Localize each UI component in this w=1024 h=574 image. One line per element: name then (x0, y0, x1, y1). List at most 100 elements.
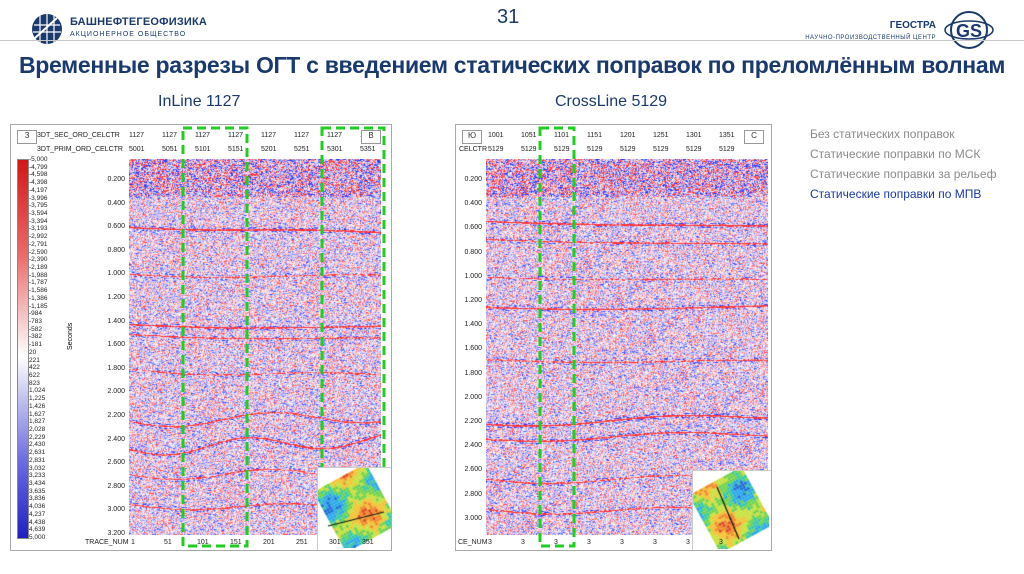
colorbar-value: -2,390 (29, 256, 48, 264)
y-tick-label: 1.400 (464, 321, 482, 329)
header-row2-label: 3DT_PRIM_ORD_CELCTR (37, 146, 123, 153)
location-map-inset[interactable] (317, 467, 391, 550)
company-subtitle-left: АКЦИОНЕРНОЕ ОБЩЕСТВО (70, 31, 187, 38)
header-value: 5129 (587, 146, 603, 153)
y-tick-label: 1.200 (464, 297, 482, 304)
colorbar-value: -2,791 (29, 240, 48, 248)
colorbar-value: -2,992 (29, 233, 48, 241)
company-subtitle-right: НАУЧНО-ПРОИЗВОДСТВЕННЫЙ ЦЕНТР (805, 35, 936, 41)
trace-value: 3 (719, 539, 723, 546)
company-logo-right: ГЕОСТРА НАУЧНО-ПРОИЗВОДСТВЕННЫЙ ЦЕНТР GS (784, 10, 994, 50)
highlight-zone-1 (181, 126, 249, 548)
colorbar-value: -984 (29, 310, 43, 318)
legend-item-no-statics[interactable]: Без статических поправок (810, 127, 955, 141)
trace-value: 251 (296, 539, 308, 546)
colorbar-value: 2,229 (29, 433, 46, 441)
colorbar-value: 2,430 (29, 441, 46, 449)
colorbar-value: -582 (29, 325, 43, 333)
trace-value: 3 (554, 539, 558, 546)
y-tick-label: 1.600 (107, 341, 125, 349)
colorbar-value: -3,594 (29, 210, 48, 217)
y-tick-label: 1.200 (107, 294, 125, 301)
header-row2-label-right: CELCTR (459, 146, 488, 153)
direction-south: Ю (462, 130, 482, 144)
colorbar-value: 4,438 (29, 518, 46, 526)
header-value: 1127 (261, 132, 277, 139)
y-tick-label: 2.400 (464, 442, 482, 450)
colorbar-value: -4,197 (29, 186, 48, 194)
header-value: 5129 (488, 146, 504, 153)
header-value: 5151 (228, 146, 244, 153)
location-map-image-right (693, 471, 769, 549)
trace-value: 3 (653, 539, 657, 546)
slide-title: Временные разрезы ОГТ с введением статич… (18, 52, 1006, 78)
colorbar-value: 1,426 (29, 402, 46, 410)
header-value: 5101 (195, 146, 211, 153)
header-value: 5129 (653, 146, 669, 153)
direction-west: З (17, 130, 37, 144)
colorbar-value: 4,237 (29, 510, 46, 518)
colorbar-value: -4,799 (29, 163, 48, 171)
globe-grid-icon (32, 14, 62, 44)
header-value: 5351 (360, 146, 376, 153)
header-value: 1127 (195, 132, 211, 139)
trace-value: 101 (197, 539, 209, 546)
colorbar-value: -2,189 (29, 264, 48, 271)
colorbar-value: -382 (29, 333, 43, 341)
header-value: 1127 (162, 132, 178, 139)
y-tick-label: 0.600 (107, 223, 125, 231)
colorbar-value: -4,598 (29, 171, 48, 179)
header-value: 5001 (129, 146, 145, 153)
trace-value: 3 (620, 539, 624, 546)
trace-value: 3 (587, 539, 591, 546)
colorbar-value: 4,036 (29, 503, 46, 511)
colorbar-value: 1,225 (29, 395, 46, 403)
colorbar-value: 3,434 (29, 480, 46, 487)
header-value: 1101 (554, 132, 570, 139)
header-value: 5129 (554, 146, 570, 153)
colorbar-value: -4,398 (29, 179, 48, 187)
colorbar-value: 1,627 (29, 410, 46, 418)
y-tick-label: 0.200 (464, 176, 482, 183)
header-value: 1251 (653, 132, 669, 139)
trace-value: 151 (230, 539, 242, 546)
header-value: 1201 (620, 132, 636, 139)
y-tick-label: 1.000 (107, 270, 125, 278)
legend-item-mpv-statics[interactable]: Статические поправки по МПВ (810, 187, 982, 201)
trace-value: 51 (164, 539, 172, 546)
trace-value: 3 (488, 539, 492, 546)
colorbar-value: 2,631 (29, 449, 46, 457)
colorbar-value: -1,386 (29, 294, 48, 302)
legend-item-relief-statics[interactable]: Статические поправки за рельеф (810, 167, 997, 181)
colorbar-value: -1,185 (29, 302, 48, 310)
y-tick-label: 1.600 (464, 345, 482, 353)
colorbar-value: 2,028 (29, 426, 46, 433)
legend-item-msk-statics[interactable]: Статические поправки по МСК (810, 147, 981, 161)
company-name-left: БАШНЕФТЕГЕОФИЗИКА (70, 16, 208, 28)
inline-panel: З 3DT_SEC_ORD_CELCTR 3DT_PRIM_ORD_CELCTR… (10, 124, 392, 551)
colorbar-value: -783 (29, 318, 43, 325)
y-tick-label: 2.400 (107, 435, 125, 443)
amplitude-colorbar (17, 159, 29, 539)
y-tick-label: 2.000 (464, 393, 482, 401)
trace-num-label: TRACE_NUM (85, 539, 129, 546)
location-map-inset-right[interactable] (692, 470, 771, 550)
colorbar-value: -1,586 (29, 287, 48, 295)
header-row1-label: 3DT_SEC_ORD_CELCTR (37, 132, 120, 139)
header-value: 5251 (294, 146, 310, 153)
y-tick-label: 0.200 (107, 176, 125, 183)
trace-num-label-right: CE_NUM (458, 539, 488, 546)
header-divider (0, 40, 1024, 41)
colorbar-value: -1,988 (29, 271, 48, 279)
y-tick-label: 1.800 (107, 364, 125, 372)
colorbar-value: 2,831 (29, 456, 46, 464)
header-value: 1127 (327, 132, 343, 139)
section-title-crossline: CrossLine 5129 (555, 93, 668, 110)
colorbar-value: 823 (29, 379, 40, 387)
header-value: 1051 (521, 132, 537, 139)
y-tick-label: 1.800 (464, 369, 482, 377)
header-value: 1001 (488, 132, 504, 139)
y-tick-label: 1.000 (464, 272, 482, 280)
highlight-zone-right (538, 126, 576, 548)
header-value: 1127 (228, 132, 244, 139)
